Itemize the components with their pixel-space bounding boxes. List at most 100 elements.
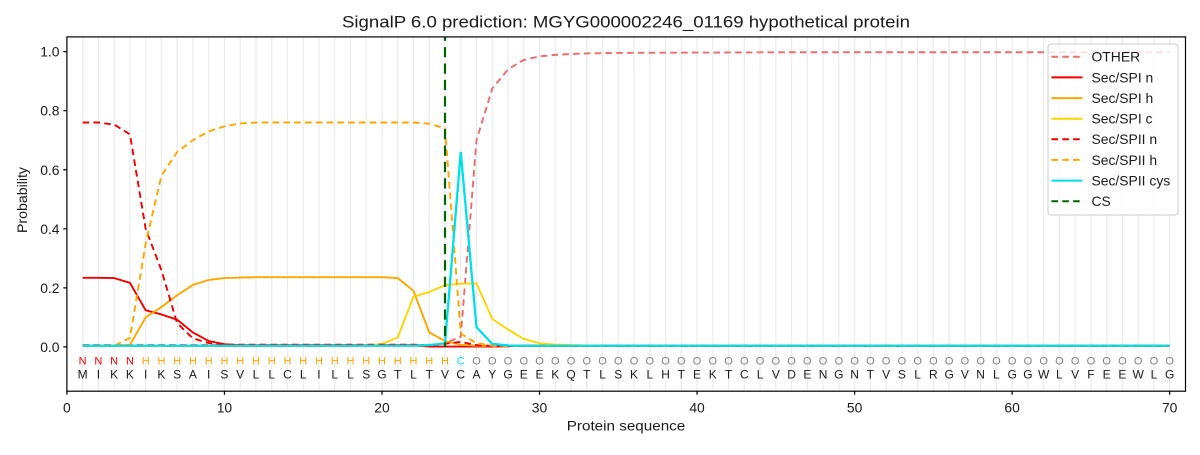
svg-text:40: 40 bbox=[689, 399, 705, 415]
svg-text:N: N bbox=[850, 367, 859, 381]
svg-text:L: L bbox=[253, 367, 260, 381]
svg-text:L: L bbox=[331, 367, 338, 381]
svg-text:H: H bbox=[394, 356, 402, 368]
svg-text:K: K bbox=[630, 367, 638, 381]
svg-text:Y: Y bbox=[488, 367, 496, 381]
svg-text:H: H bbox=[236, 356, 244, 368]
svg-text:Sec/SPII n: Sec/SPII n bbox=[1092, 131, 1158, 147]
svg-text:0: 0 bbox=[63, 399, 71, 415]
svg-text:S: S bbox=[173, 367, 181, 381]
svg-text:V: V bbox=[236, 367, 244, 381]
svg-text:70: 70 bbox=[1162, 399, 1178, 415]
svg-text:Q: Q bbox=[566, 367, 575, 381]
svg-text:H: H bbox=[425, 356, 433, 368]
svg-text:H: H bbox=[661, 367, 670, 381]
svg-text:0.8: 0.8 bbox=[40, 103, 60, 119]
svg-text:A: A bbox=[189, 367, 197, 381]
svg-text:I: I bbox=[317, 367, 320, 381]
svg-text:O: O bbox=[630, 356, 639, 368]
svg-text:O: O bbox=[835, 356, 844, 368]
svg-text:O: O bbox=[1055, 356, 1064, 368]
svg-text:O: O bbox=[740, 356, 749, 368]
svg-text:G: G bbox=[834, 367, 843, 381]
svg-text:L: L bbox=[1151, 367, 1158, 381]
svg-text:Sec/SPI n: Sec/SPI n bbox=[1092, 69, 1154, 85]
svg-text:M: M bbox=[78, 367, 88, 381]
svg-text:Sec/SPI c: Sec/SPI c bbox=[1092, 111, 1153, 127]
svg-text:H: H bbox=[142, 356, 150, 368]
svg-text:O: O bbox=[582, 356, 591, 368]
svg-text:O: O bbox=[1008, 356, 1017, 368]
svg-text:N: N bbox=[819, 367, 828, 381]
svg-text:Protein sequence: Protein sequence bbox=[567, 418, 686, 434]
svg-text:O: O bbox=[866, 356, 875, 368]
svg-text:O: O bbox=[472, 356, 481, 368]
svg-text:G: G bbox=[377, 367, 386, 381]
svg-text:S: S bbox=[614, 367, 622, 381]
svg-text:L: L bbox=[410, 367, 417, 381]
svg-text:C: C bbox=[457, 356, 465, 368]
svg-text:Sec/SPI h: Sec/SPI h bbox=[1092, 90, 1154, 106]
svg-text:20: 20 bbox=[374, 399, 390, 415]
svg-text:G: G bbox=[1007, 367, 1016, 381]
svg-text:O: O bbox=[898, 356, 907, 368]
svg-text:G: G bbox=[1165, 367, 1174, 381]
svg-text:L: L bbox=[1056, 367, 1063, 381]
svg-text:O: O bbox=[551, 356, 560, 368]
svg-text:O: O bbox=[945, 356, 954, 368]
svg-text:OTHER: OTHER bbox=[1092, 49, 1141, 65]
svg-text:V: V bbox=[1071, 367, 1079, 381]
svg-text:H: H bbox=[378, 356, 386, 368]
svg-text:K: K bbox=[551, 367, 559, 381]
svg-text:H: H bbox=[299, 356, 307, 368]
svg-text:E: E bbox=[693, 367, 701, 381]
svg-text:60: 60 bbox=[1004, 399, 1020, 415]
svg-text:O: O bbox=[709, 356, 718, 368]
svg-text:V: V bbox=[772, 367, 780, 381]
svg-text:W: W bbox=[1133, 367, 1145, 381]
svg-text:O: O bbox=[724, 356, 733, 368]
svg-text:C: C bbox=[456, 367, 465, 381]
svg-text:O: O bbox=[819, 356, 828, 368]
svg-text:H: H bbox=[220, 356, 228, 368]
svg-text:O: O bbox=[1118, 356, 1127, 368]
svg-text:G: G bbox=[503, 367, 512, 381]
svg-text:O: O bbox=[519, 356, 528, 368]
svg-text:O: O bbox=[961, 356, 970, 368]
svg-text:SignalP 6.0 prediction: MGYG00: SignalP 6.0 prediction: MGYG000002246_01… bbox=[342, 13, 910, 32]
svg-text:N: N bbox=[126, 356, 134, 368]
svg-text:0.0: 0.0 bbox=[40, 339, 60, 355]
svg-text:C: C bbox=[283, 367, 292, 381]
svg-text:O: O bbox=[1087, 356, 1096, 368]
svg-text:A: A bbox=[472, 367, 480, 381]
svg-text:S: S bbox=[362, 367, 370, 381]
svg-text:E: E bbox=[520, 367, 528, 381]
svg-text:V: V bbox=[882, 367, 890, 381]
svg-text:N: N bbox=[79, 356, 87, 368]
svg-text:T: T bbox=[394, 367, 402, 381]
svg-text:T: T bbox=[583, 367, 591, 381]
svg-text:K: K bbox=[709, 367, 717, 381]
svg-text:H: H bbox=[189, 356, 197, 368]
svg-text:D: D bbox=[787, 367, 796, 381]
svg-text:H: H bbox=[205, 356, 213, 368]
svg-text:H: H bbox=[173, 356, 181, 368]
svg-text:C: C bbox=[740, 367, 749, 381]
svg-text:O: O bbox=[882, 356, 891, 368]
svg-text:L: L bbox=[268, 367, 275, 381]
svg-text:O: O bbox=[693, 356, 702, 368]
svg-text:O: O bbox=[504, 356, 513, 368]
svg-text:O: O bbox=[1024, 356, 1033, 368]
svg-text:L: L bbox=[757, 367, 764, 381]
svg-text:0.6: 0.6 bbox=[40, 162, 60, 178]
svg-text:O: O bbox=[598, 356, 607, 368]
svg-text:O: O bbox=[756, 356, 765, 368]
svg-text:O: O bbox=[929, 356, 938, 368]
svg-text:K: K bbox=[110, 367, 118, 381]
svg-text:CS: CS bbox=[1092, 193, 1111, 209]
svg-text:0.4: 0.4 bbox=[40, 221, 60, 237]
svg-text:O: O bbox=[614, 356, 623, 368]
svg-text:I: I bbox=[97, 367, 100, 381]
svg-text:L: L bbox=[993, 367, 1000, 381]
svg-text:Sec/SPII cys: Sec/SPII cys bbox=[1092, 173, 1171, 189]
